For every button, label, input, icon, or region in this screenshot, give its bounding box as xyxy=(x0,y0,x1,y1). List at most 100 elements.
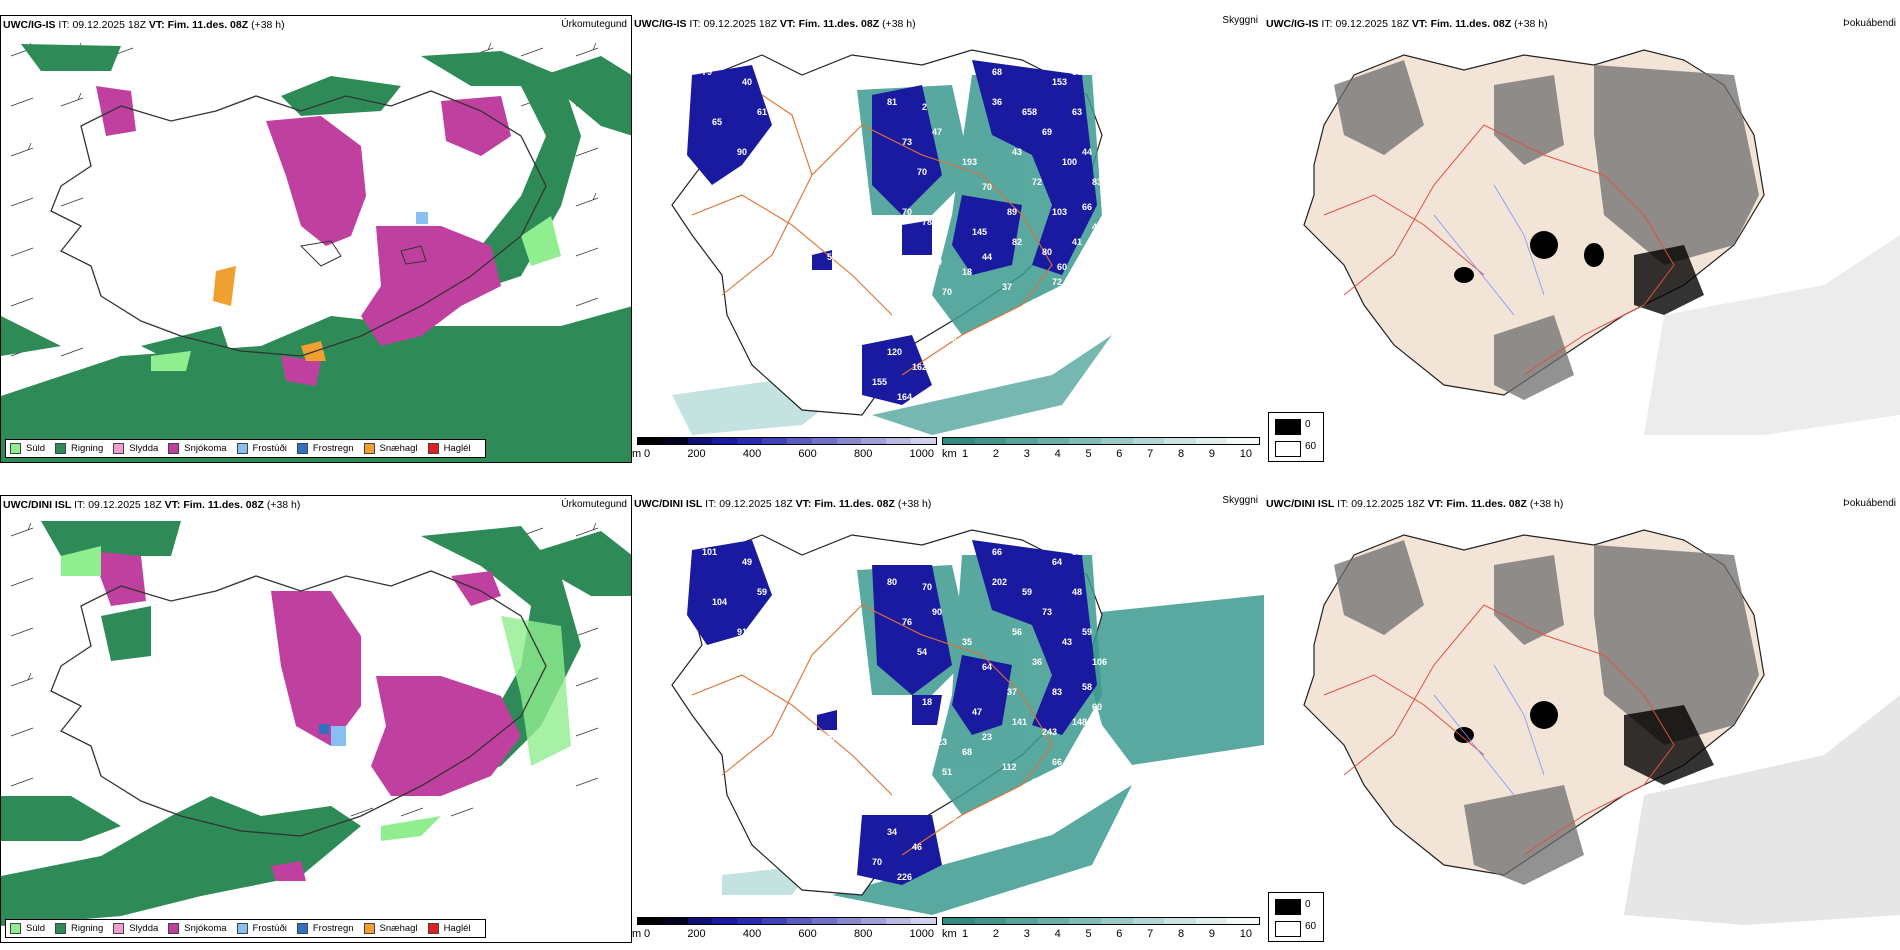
dark-low-visibility xyxy=(687,60,1097,405)
visibility-label: 70 xyxy=(922,582,932,592)
legend-item: Frostúði xyxy=(236,443,287,454)
visibility-label: 70 xyxy=(902,207,912,217)
panel-title: UWC/DINI ISL IT: 09.12.2025 18Z VT: Fim.… xyxy=(1266,498,1564,510)
drizzle-areas xyxy=(151,216,561,371)
panel-title: UWC/DINI ISL IT: 09.12.2025 18Z VT: Fim.… xyxy=(634,498,932,510)
km-colorbar: km 1 2 3 4 5 6 7 8 9 10 xyxy=(942,435,1262,463)
panel-variable-name: Skyggni xyxy=(1222,495,1258,506)
colorbar-tick: 800 xyxy=(853,928,873,940)
dense-fog-areas xyxy=(1454,701,1714,785)
fog-map-row2 xyxy=(1303,529,1900,925)
legend-item: Rigning xyxy=(55,923,103,934)
visibility-label: 54 xyxy=(917,647,927,657)
height-colorbar-unit: m xyxy=(632,448,642,460)
visibility-label: 43 xyxy=(1012,147,1022,157)
visibility-label: 80 xyxy=(1042,247,1052,257)
visibility-label: 47 xyxy=(972,707,982,717)
colorbar-cell xyxy=(836,918,862,924)
colorbar-tick: 4 xyxy=(1054,928,1061,940)
freezing-drizzle-areas xyxy=(416,212,428,224)
visibility-label: 65 xyxy=(712,117,722,127)
colorbar-tick: 2 xyxy=(992,928,999,940)
colorbar-cell xyxy=(786,918,812,924)
visibility-label: 68 xyxy=(992,67,1002,77)
colorbar-tick: 3 xyxy=(1023,928,1030,940)
visibility-label: 37 xyxy=(1002,282,1012,292)
legend-swatch xyxy=(236,443,248,454)
visibility-label: 43 xyxy=(1062,637,1072,647)
visibility-label: 56 xyxy=(1012,627,1022,637)
fog-areas xyxy=(1334,540,1759,885)
colorbar-cell xyxy=(886,438,912,444)
visibility-label: 38 xyxy=(1032,777,1042,787)
panel-variable-name: Þokuábendi xyxy=(1843,18,1896,29)
height-colorbar: m 0 200 400 600 800 1000 xyxy=(632,435,937,463)
legend-item: Rigning xyxy=(55,443,103,454)
fog-areas xyxy=(1334,60,1759,400)
visibility-label: 83 xyxy=(1092,177,1102,187)
colorbar-tick: 400 xyxy=(742,928,762,940)
colorbar-tick: 5 xyxy=(1085,928,1092,940)
height-colorbar: m 0 200 400 600 800 1000 xyxy=(632,915,937,943)
visibility-label: 101 xyxy=(702,547,717,557)
legend-swatch xyxy=(10,443,21,454)
visibility-label: 41 xyxy=(1072,237,1082,247)
visibility-label: 153 xyxy=(1052,77,1067,87)
panel-variable-name: Úrkomutegund xyxy=(561,19,627,30)
colorbar-cell xyxy=(911,918,936,924)
colorbar-cell xyxy=(811,918,837,924)
panel-variable-name: Þokuábendi xyxy=(1843,498,1896,509)
visibility-label: 27 xyxy=(952,817,962,827)
km-colorbar-unit: km xyxy=(942,448,957,460)
visibility-label: 31 xyxy=(1072,547,1082,557)
visibility-label: 68 xyxy=(962,747,972,757)
visibility-label: 35 xyxy=(962,637,972,647)
colorbar-tick: 1 xyxy=(962,448,969,460)
sea-fog xyxy=(1644,235,1900,435)
visibility-label: 106 xyxy=(1092,657,1107,667)
visibility-label: 145 xyxy=(972,227,987,237)
visibility-label: 49 xyxy=(742,557,752,567)
legend-swatch xyxy=(427,923,439,934)
freezing-rain-areas xyxy=(319,724,329,734)
legend-swatch xyxy=(55,923,67,934)
visibility-label: 72 xyxy=(1052,277,1062,287)
visibility-label: 18 xyxy=(922,697,932,707)
visibility-label: 34 xyxy=(887,827,897,837)
panel-variable-name: Úrkomutegund xyxy=(561,499,627,510)
colorbar-cell xyxy=(943,438,975,444)
legend-swatch xyxy=(55,443,67,454)
colorbar-tick: 800 xyxy=(853,448,873,460)
colorbar-cell xyxy=(836,438,862,444)
panel-title: UWC/IG-IS IT: 09.12.2025 18Z VT: Fim. 11… xyxy=(3,19,285,31)
visibility-label: 78 xyxy=(922,217,932,227)
colorbar-cell xyxy=(1100,438,1133,444)
fog-legend-swatch-white xyxy=(1275,921,1301,937)
fog-map-row1 xyxy=(1303,49,1900,435)
colorbar-cell xyxy=(1132,918,1165,924)
visibility-label: 70 xyxy=(982,182,992,192)
drizzle-areas xyxy=(61,546,571,841)
visibility-label: 46 xyxy=(912,842,922,852)
rivers xyxy=(1433,184,1545,316)
visibility-label: 39 xyxy=(1072,67,1082,77)
panel-title: UWC/IG-IS IT: 09.12.2025 18Z VT: Fim. 11… xyxy=(1266,18,1548,30)
visibility-label: 70 xyxy=(917,167,927,177)
colorbar-cell xyxy=(1037,438,1070,444)
visibility-label: 80 xyxy=(887,577,897,587)
visibility-label: 37 xyxy=(1007,687,1017,697)
legend-swatch xyxy=(427,443,439,454)
panel-title: UWC/DINI ISL IT: 09.12.2025 18Z VT: Fim.… xyxy=(3,499,301,511)
visibility-label: 69 xyxy=(1042,127,1052,137)
colorbar-tick: 5 xyxy=(1085,448,1092,460)
colorbar-tick: 200 xyxy=(687,448,706,460)
freezing-drizzle-areas xyxy=(331,726,346,746)
visibility-labels: 79 40 65 61 90 81 2 73 47 70 68 153 63 69 44 43 100 72 83 7… xyxy=(702,67,1102,402)
visibility-label: 66 xyxy=(1082,202,1092,212)
visibility-label: 123 xyxy=(932,737,947,747)
legend-item: Snæhagl xyxy=(363,923,418,934)
colorbar-tick: 9 xyxy=(1208,928,1215,940)
legend-item: Súld xyxy=(10,443,45,454)
precip-panel-row1: UWC/IG-IS IT: 09.12.2025 18Z VT: Fim. 11… xyxy=(0,15,632,463)
legend-item: Snjókoma xyxy=(168,443,227,454)
